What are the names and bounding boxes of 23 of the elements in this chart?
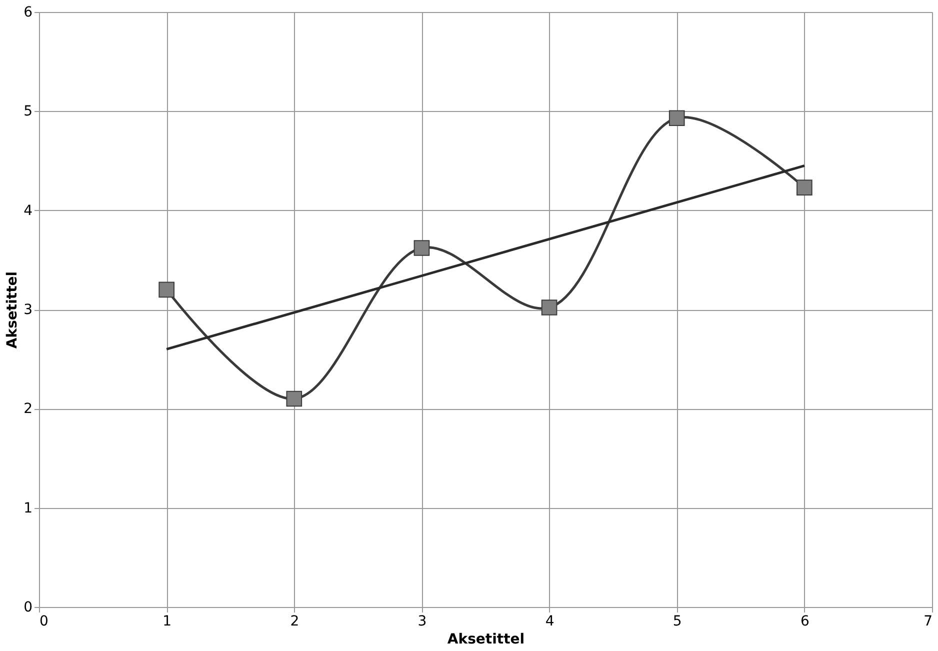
point	[796, 180, 812, 196]
x-tick-label: 1	[162, 614, 172, 630]
x-axis-title: Aksetittel	[447, 632, 525, 648]
y-tick-label: 6	[24, 4, 33, 20]
x-tick-label: 4	[545, 614, 554, 630]
point	[414, 240, 430, 256]
x-tick-label: 3	[418, 614, 427, 630]
y-tick-label: 1	[24, 500, 32, 516]
point	[286, 390, 302, 407]
x-tick-label: 2	[290, 614, 300, 630]
y-tick-label: 0	[24, 600, 32, 616]
y-tick-label: 5	[24, 104, 32, 120]
y-tick-label: 3	[24, 302, 32, 318]
x-tick-label: 7	[924, 614, 932, 630]
x-tick-label: 5	[672, 614, 682, 630]
y-tick-label: 4	[24, 202, 33, 219]
x-tick-label: 6	[800, 614, 810, 630]
y-tick-label: 2	[24, 401, 32, 418]
point	[541, 300, 558, 316]
y-axis-title: Aksetittel	[4, 271, 21, 349]
x-tick-label: 0	[40, 614, 48, 630]
point	[668, 110, 685, 126]
point	[158, 282, 174, 298]
